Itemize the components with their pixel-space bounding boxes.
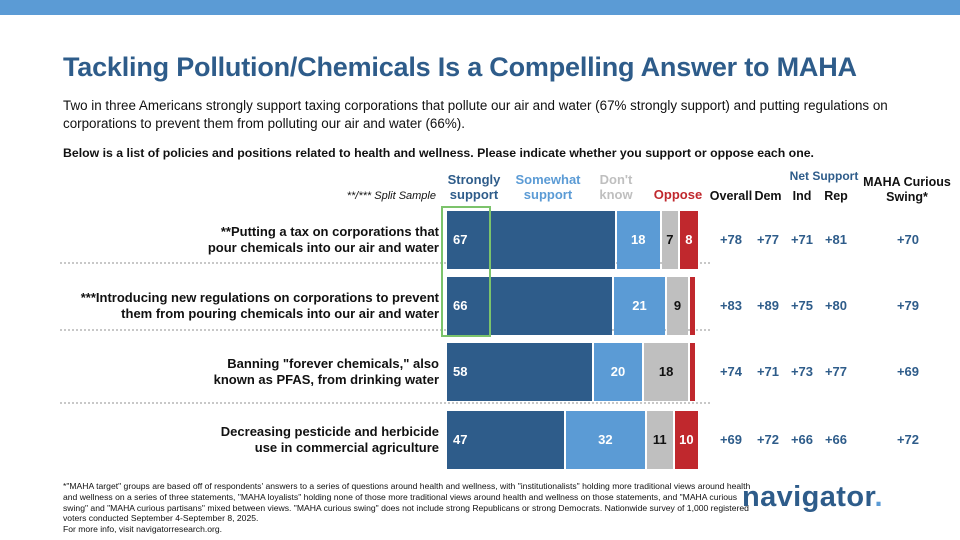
bar-value-dontknow: 7 [666,232,674,247]
bar-oppose [689,277,696,335]
row-label: Decreasing pesticide and herbicide use in… [60,424,439,456]
strong-support-highlight-box [441,206,491,337]
header-strongly-support-line2: support [449,187,499,202]
net-support-rep: +81 [824,232,848,247]
bar-value-oppose: 10 [679,432,694,447]
net-support-maha-curious-swing: +70 [896,232,920,247]
bar-value-strong: 47 [453,432,468,447]
header-somewhat-support-line2: support [523,187,573,202]
bar-somewhat [565,411,645,469]
bar-strong [447,277,612,335]
bar-value-somewhat: 18 [631,232,646,247]
net-support-ind: +75 [790,298,814,313]
net-support-dem: +89 [756,298,780,313]
row-label: Banning "forever chemicals," also known a… [60,356,439,388]
row-label-line: Banning "forever chemicals," also [227,356,439,371]
net-support-ind: +66 [790,432,814,447]
header-strongly-support: Strongly support [444,172,504,202]
bar-value-dontknow: 11 [652,432,667,447]
bar-value-oppose: 8 [685,232,693,247]
header-maha-curious-swing: MAHA Curious Swing* [862,175,952,205]
header-maha-curious-line1: MAHA Curious [863,175,951,189]
logo-text: navigator [742,481,875,513]
bar-value-strong: 67 [453,232,468,247]
bar-value-dontknow: 18 [658,364,674,379]
bar-somewhat [593,343,643,401]
bar-somewhat [613,277,666,335]
header-net-support: Net Support [789,169,859,183]
header-maha-curious-line2: Swing* [886,190,928,204]
navigator-logo: navigator. [742,481,883,514]
net-support-dem: +77 [756,232,780,247]
header-strongly-support-line1: Strongly [447,172,501,187]
bar-dontknow [644,343,688,401]
header-somewhat-support: Somewhat support [512,172,584,202]
survey-question: Below is a list of policies and position… [63,146,814,160]
row-label: ***Introducing new regulations on corpor… [60,290,439,322]
header-overall: Overall [709,189,753,203]
bar-value-somewhat: 20 [610,364,626,379]
bar-oppose [679,211,698,269]
net-support-dem: +71 [756,364,780,379]
bar-value-somewhat: 32 [598,432,613,447]
row-label-line: Decreasing pesticide and herbicide [220,424,439,439]
bar-strong [447,211,615,269]
net-support-overall: +74 [719,364,743,379]
net-support-maha-curious-swing: +69 [896,364,920,379]
logo-dot: . [874,481,883,513]
bar-value-dontknow: 9 [673,298,682,313]
net-support-rep: +77 [824,364,848,379]
row-label-line: **Putting a tax on corporations that [220,224,439,239]
bar-value-somewhat: 21 [632,298,647,313]
header-dem: Dem [754,189,782,203]
net-support-rep: +66 [824,432,848,447]
split-sample-note: **/*** Split Sample [346,190,436,202]
header-dont-know-line1: Don't [599,172,633,187]
header-rep: Rep [824,189,848,203]
header-dont-know-line2: know [599,187,633,202]
bar-dontknow [662,211,678,269]
header-oppose: Oppose [653,187,703,202]
header-somewhat-support-line1: Somewhat [515,172,581,187]
bar-oppose [689,343,696,401]
page-title: Tackling Pollution/Chemicals Is a Compel… [63,52,857,82]
net-support-overall: +69 [719,432,743,447]
bar-dontknow [667,277,688,335]
net-support-dem: +72 [756,432,780,447]
bar-strong [447,411,564,469]
row-label-line: them from pouring chemicals into our air… [121,306,439,321]
footnote: *"MAHA target" groups are based off of r… [63,481,753,535]
net-support-maha-curious-swing: +72 [896,432,920,447]
bar-dontknow [646,411,673,469]
footnote-more-info: For more info, visit navigatorresearch.o… [63,524,223,535]
bar-oppose [674,411,698,469]
row-label-line: pour chemicals into our air and water [207,240,439,255]
top-accent-bar [0,0,960,15]
net-support-overall: +83 [719,298,743,313]
header-ind: Ind [792,189,812,203]
net-support-ind: +71 [790,232,814,247]
row-label-line: ***Introducing new regulations on corpor… [80,290,439,305]
row-separator [60,329,710,331]
bar-value-strong: 66 [453,298,468,313]
bar-strong [447,343,592,401]
bar-somewhat [616,211,661,269]
net-support-ind: +73 [790,364,814,379]
net-support-rep: +80 [824,298,848,313]
row-label: **Putting a tax on corporations that pour… [60,224,439,256]
row-label-line: use in commercial agriculture [254,440,439,455]
row-separator [60,402,710,404]
page-subtitle: Two in three Americans strongly support … [63,98,888,131]
row-label-line: known as PFAS, from drinking water [213,372,439,387]
net-support-overall: +78 [719,232,743,247]
row-separator [60,262,710,264]
footnote-text: *"MAHA target" groups are based off of r… [63,481,751,524]
header-dont-know: Don't know [593,172,639,202]
bar-value-strong: 58 [453,364,468,379]
net-support-maha-curious-swing: +79 [896,298,920,313]
